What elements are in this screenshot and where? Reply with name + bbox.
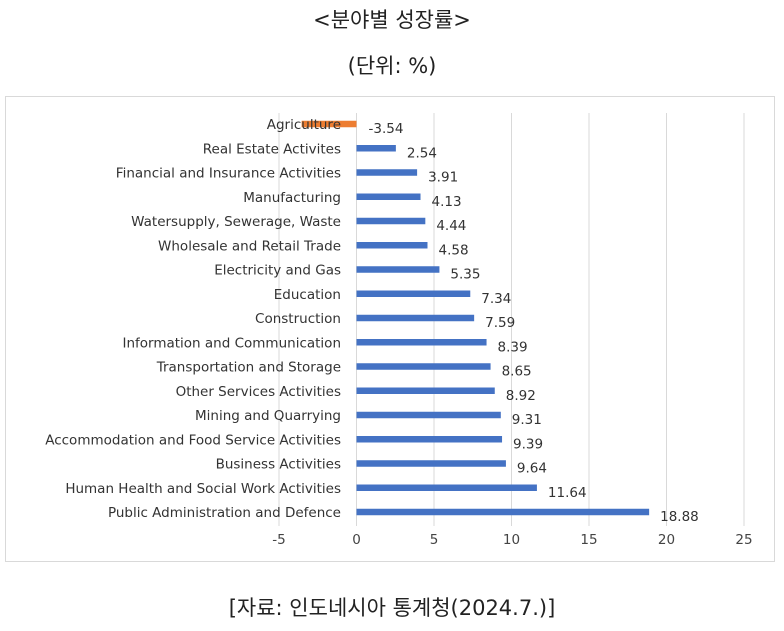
data-label: 9.31 (512, 412, 542, 428)
bar (356, 460, 506, 467)
data-label: 4.58 (438, 242, 468, 258)
x-tick-label: -5 (272, 532, 285, 548)
bar (356, 363, 491, 370)
bar (356, 242, 428, 249)
bar (356, 314, 475, 322)
chart-area: -5 0 5 10 15 20 25 Agriculture -3.54 Real Estate … (5, 96, 775, 562)
data-label: -3.54 (369, 121, 404, 137)
data-label: 5.35 (450, 267, 480, 283)
bar (356, 436, 503, 443)
category-label: Construction (255, 311, 341, 327)
bar (356, 508, 650, 516)
bar (356, 387, 495, 394)
source-note: [자료: 인도네시아 통계청(2024.7.)] (228, 596, 556, 620)
bar (356, 145, 396, 152)
data-label: 8.39 (498, 339, 528, 355)
data-label: 8.92 (506, 388, 536, 404)
bar (356, 484, 537, 491)
category-label: Human Health and Social Work Activities (65, 481, 341, 497)
bar-chart: -5 0 5 10 15 20 25 Agriculture -3.54 Real Estate … (45, 113, 753, 548)
bar (356, 193, 421, 200)
category-label: Public Administration and Defence (108, 505, 341, 521)
category-label: Manufacturing (243, 190, 341, 206)
category-label: Education (274, 287, 341, 303)
x-tick-label: 0 (352, 532, 361, 548)
unit-label: (단위: %) (347, 54, 437, 78)
category-label: Electricity and Gas (214, 263, 341, 279)
category-label: Wholesale and Retail Trade (158, 238, 341, 254)
category-label: Accommodation and Food Service Activitie… (45, 432, 341, 448)
category-label: Agriculture (267, 117, 341, 133)
data-label: 9.64 (517, 461, 547, 477)
category-label: Business Activities (216, 457, 341, 473)
category-label: Real Estate Activites (203, 141, 341, 157)
bar (356, 411, 501, 419)
bar (356, 217, 426, 225)
data-label: 4.13 (432, 194, 462, 210)
bar (301, 120, 357, 128)
x-tick-label: 5 (430, 532, 439, 548)
data-label: 11.64 (548, 485, 587, 501)
x-tick-label: 15 (580, 532, 597, 548)
bar (356, 266, 440, 273)
data-label: 18.88 (660, 509, 699, 525)
category-label: Other Services Activities (176, 384, 341, 400)
data-label: 8.65 (502, 364, 532, 380)
category-label: Mining and Quarrying (195, 408, 341, 424)
data-label: 4.44 (436, 218, 466, 234)
data-label: 7.34 (481, 291, 511, 307)
x-tick-label: 10 (503, 532, 520, 548)
category-label: Information and Communication (122, 335, 341, 351)
data-label: 9.39 (513, 436, 543, 452)
data-label: 7.59 (485, 315, 515, 331)
bar (356, 339, 487, 346)
data-label: 2.54 (407, 145, 437, 161)
category-label: Watersupply, Sewerage, Waste (131, 214, 341, 230)
bar (356, 169, 418, 176)
x-tick-label: 25 (735, 532, 752, 548)
bar (356, 290, 471, 297)
x-tick-label: 20 (658, 532, 675, 548)
category-label: Financial and Insurance Activities (116, 166, 341, 182)
chart-title: <분야별 성장률> (313, 8, 471, 32)
data-label: 3.91 (428, 170, 458, 186)
category-label: Transportation and Storage (156, 360, 341, 376)
